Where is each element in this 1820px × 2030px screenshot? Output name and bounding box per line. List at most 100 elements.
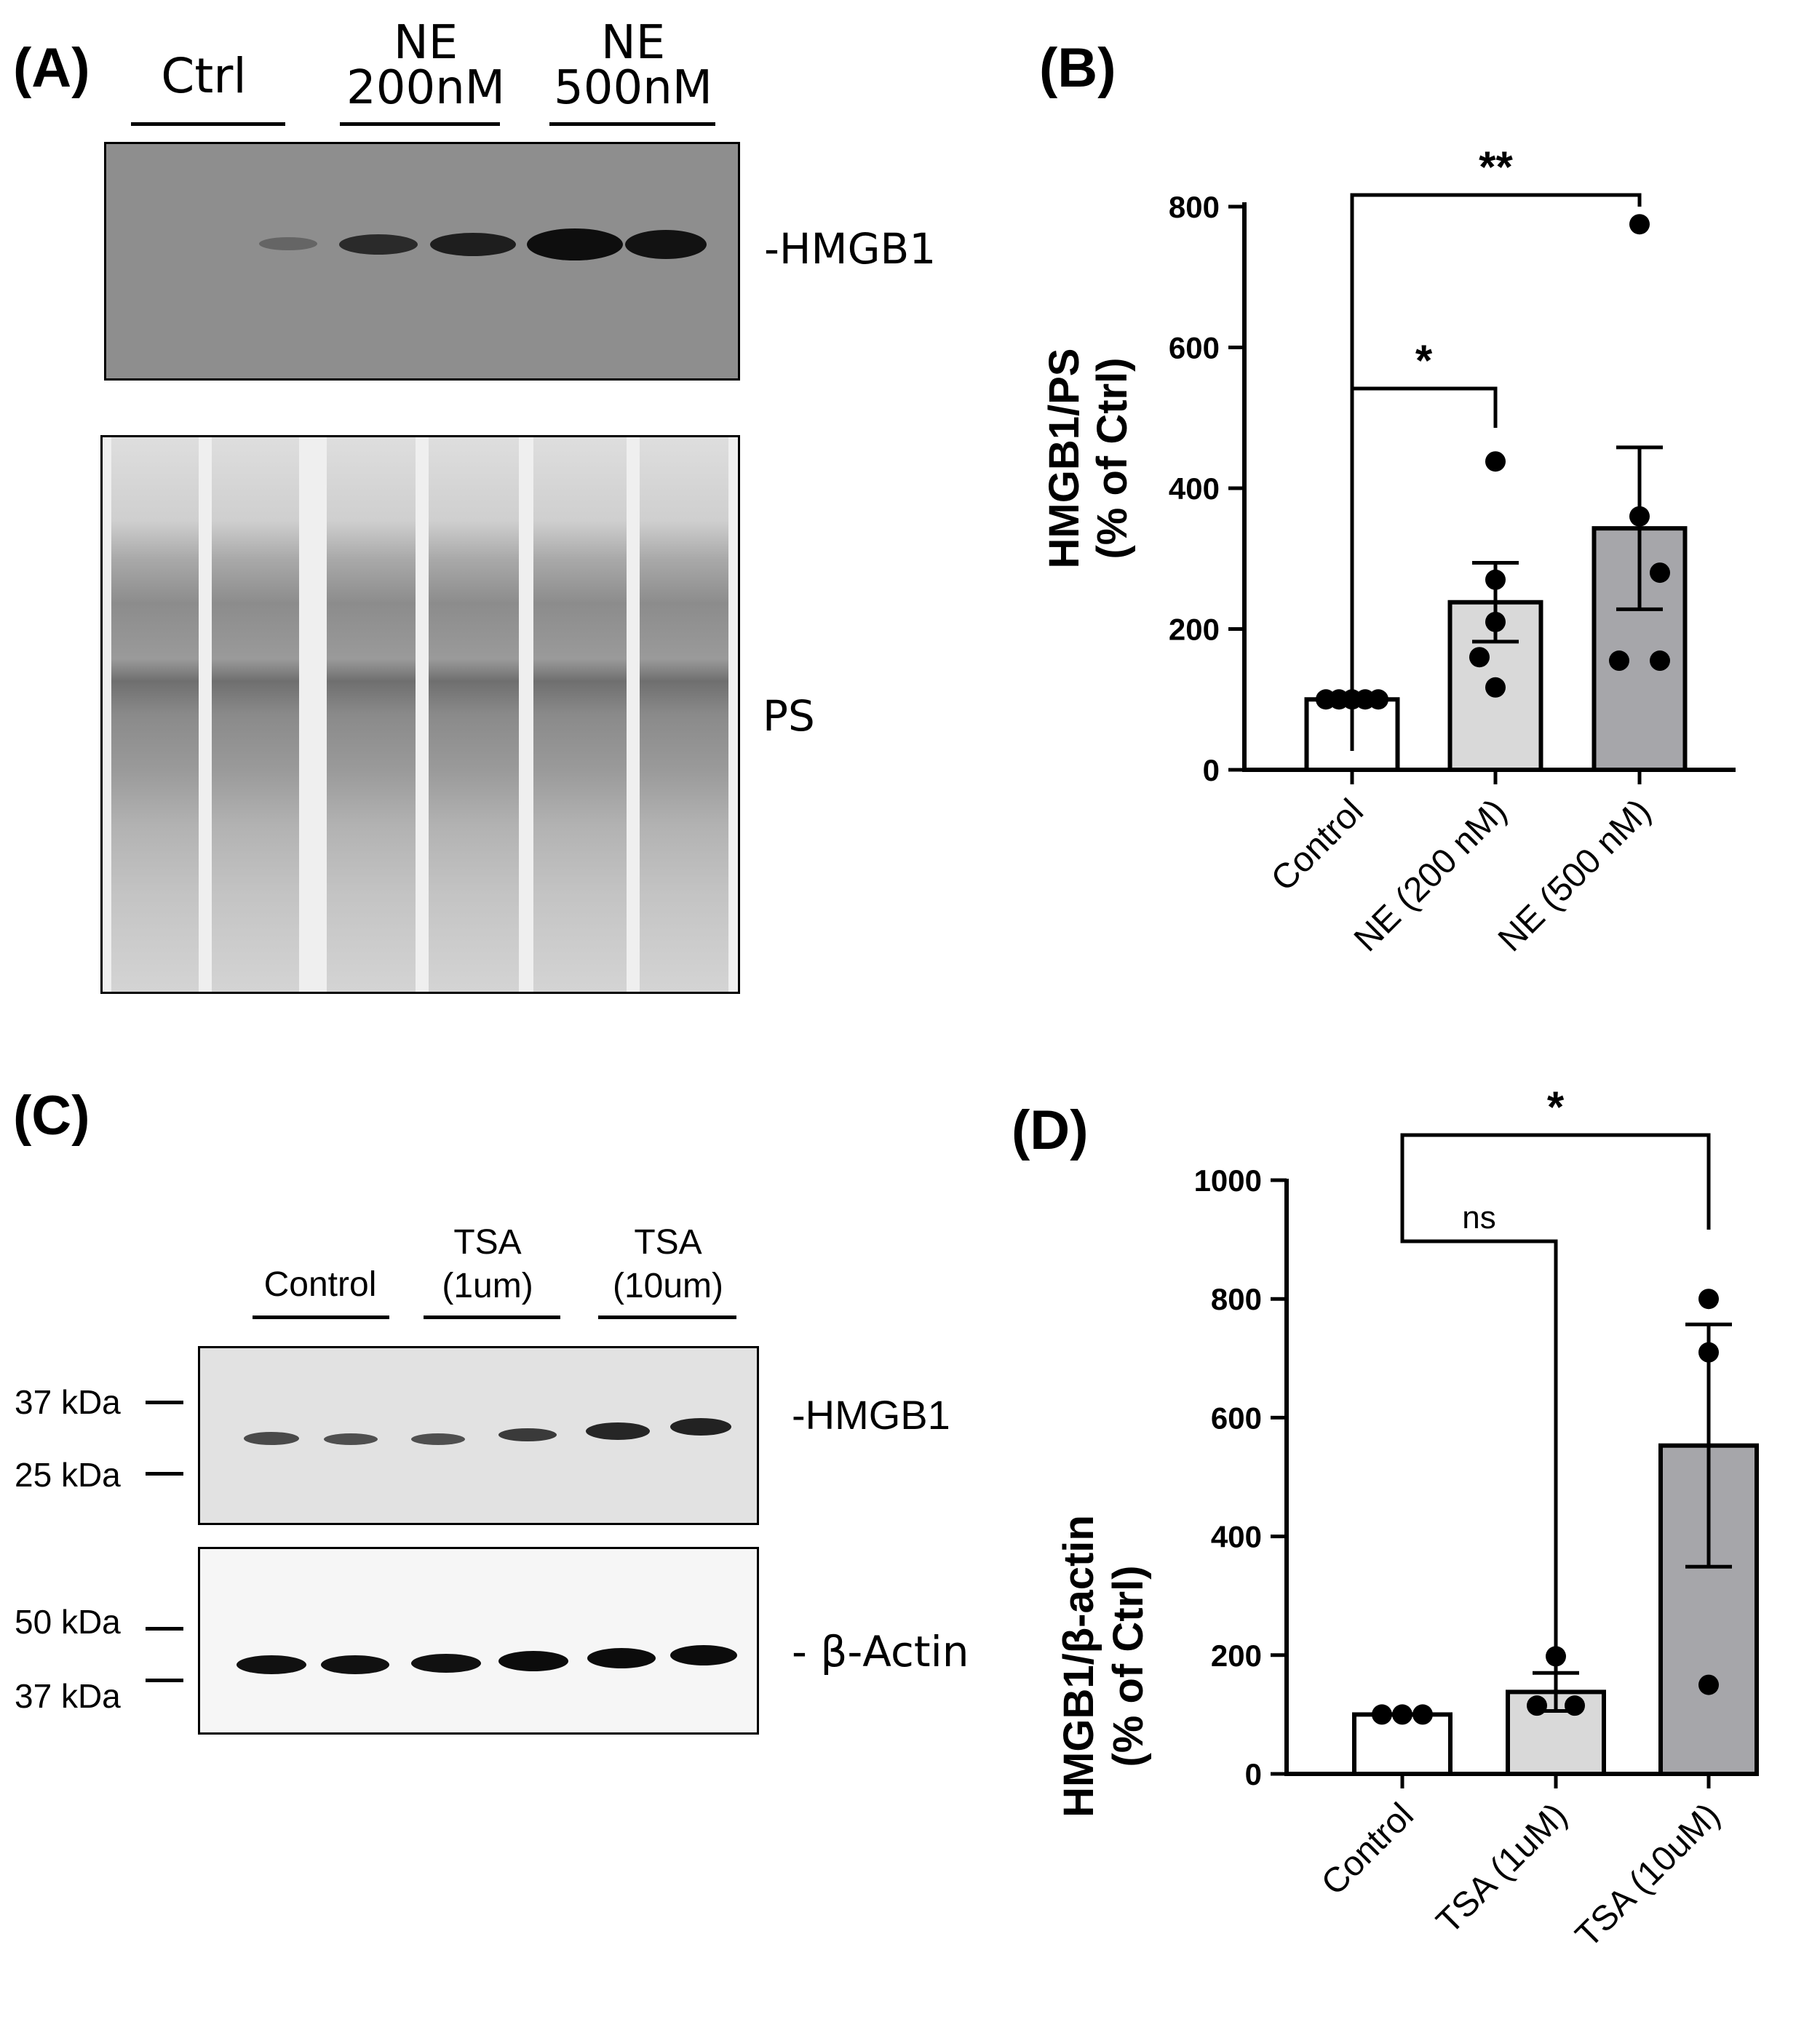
lane-group-ne200: NE 200nM bbox=[346, 16, 505, 115]
significance-label: ns bbox=[1462, 1200, 1495, 1235]
significance-bracket bbox=[1350, 193, 1642, 751]
y-tick-label: 1000 bbox=[1194, 1163, 1262, 1198]
lane-smear bbox=[429, 437, 519, 992]
x-category-label: Control bbox=[1264, 792, 1371, 899]
panel-d-label: (D) bbox=[1012, 1099, 1089, 1161]
data-point bbox=[1650, 562, 1670, 584]
data-point bbox=[1392, 1704, 1412, 1725]
y-tick-label: 600 bbox=[1211, 1401, 1262, 1435]
lane-smear bbox=[533, 437, 627, 992]
lane-line-ne500 bbox=[549, 122, 715, 126]
lane-line-ne200 bbox=[340, 122, 500, 126]
y-tick-label: 200 bbox=[1169, 613, 1220, 647]
lane-smear bbox=[640, 437, 728, 992]
panel-b-label: (B) bbox=[1039, 37, 1116, 99]
panel-a-label: (A) bbox=[13, 37, 90, 99]
x-category-label: NE (200 nM) bbox=[1347, 792, 1514, 959]
lane-line-tsa1 bbox=[424, 1315, 560, 1319]
marker-25kda: 25 kDa bbox=[15, 1456, 121, 1494]
data-point bbox=[1609, 650, 1629, 672]
data-point bbox=[1368, 689, 1388, 710]
band bbox=[586, 1422, 650, 1440]
chart-b-ylabel: HMGB1/PS (% of Ctrl) bbox=[1041, 349, 1136, 569]
chart-d-ylabel: HMGB1/β-actin (% of Ctrl) bbox=[1055, 1515, 1152, 1818]
band bbox=[670, 1645, 737, 1665]
band bbox=[237, 1655, 306, 1674]
y-tick-label: 200 bbox=[1211, 1639, 1262, 1673]
band bbox=[339, 234, 418, 255]
chart-b-ticks: 0 200 400 600 800 bbox=[1169, 190, 1244, 787]
y-tick-label: 400 bbox=[1169, 471, 1220, 506]
band bbox=[587, 1648, 656, 1668]
band bbox=[498, 1428, 557, 1441]
blot-hmgb1-a bbox=[104, 142, 740, 381]
lane-group-control-c: Control bbox=[263, 1265, 377, 1304]
lane-smear bbox=[111, 437, 199, 992]
data-point bbox=[1629, 214, 1650, 235]
marker-50kda: 50 kDa bbox=[15, 1603, 121, 1641]
chart-d-ylabel-line2: (% of Ctrl) bbox=[1105, 1565, 1152, 1767]
panel-c-label: (C) bbox=[13, 1085, 90, 1147]
lane-line-ctrl bbox=[131, 122, 285, 126]
band bbox=[430, 233, 516, 256]
band bbox=[411, 1433, 465, 1445]
marker-37kda-bottom: 37 kDa bbox=[15, 1677, 121, 1715]
data-point bbox=[1412, 1704, 1433, 1725]
lane-smear bbox=[212, 437, 299, 992]
blot-ponceau-a bbox=[100, 435, 740, 994]
blot-hmgb1-c bbox=[198, 1346, 759, 1525]
data-point bbox=[1698, 1289, 1719, 1310]
x-category-label: Control bbox=[1314, 1796, 1421, 1903]
marker-tick bbox=[146, 1472, 183, 1476]
band bbox=[244, 1432, 299, 1445]
band-label-ps: PS bbox=[763, 691, 815, 741]
chart-d-xlabels: Control TSA (1uM)TSA (10uM) bbox=[1314, 1774, 1728, 1955]
lane-smear bbox=[327, 437, 416, 992]
chart-b-ylabel-line1: HMGB1/PS bbox=[1041, 349, 1088, 569]
significance-bracket bbox=[1400, 1215, 1558, 1708]
significance-label: ** bbox=[1479, 143, 1513, 191]
x-category-label: TSA (1uM) bbox=[1429, 1796, 1575, 1941]
chart-b-significance: *** bbox=[1350, 143, 1642, 751]
marker-tick bbox=[146, 1679, 183, 1682]
x-category-label: TSA (10uM) bbox=[1568, 1796, 1728, 1955]
lane-line-control-c bbox=[253, 1315, 389, 1319]
significance-bracket bbox=[1400, 1133, 1711, 1230]
data-point bbox=[1372, 1704, 1392, 1725]
band bbox=[321, 1655, 389, 1674]
data-point bbox=[1469, 647, 1490, 668]
chart-b-errors bbox=[1472, 445, 1663, 644]
chart-d-ylabel-line1: HMGB1/β-actin bbox=[1055, 1515, 1102, 1818]
marker-tick bbox=[146, 1627, 183, 1631]
data-point bbox=[1650, 650, 1670, 672]
y-tick-label: 0 bbox=[1245, 1757, 1262, 1791]
y-tick-label: 800 bbox=[1169, 190, 1220, 224]
chart-d-significance: ns * bbox=[1400, 1083, 1711, 1708]
chart-d: HMGB1/β-actin (% of Ctrl) 0 200 400 600 800 1… bbox=[1055, 1083, 1759, 1955]
band bbox=[527, 228, 623, 260]
data-point bbox=[1485, 451, 1506, 472]
band bbox=[625, 230, 707, 259]
chart-d-ticks: 0 200 400 600 800 1000 bbox=[1194, 1163, 1287, 1791]
lane-line-tsa10 bbox=[598, 1315, 736, 1319]
data-point bbox=[1485, 677, 1506, 698]
significance-label: * bbox=[1415, 336, 1433, 385]
y-tick-label: 600 bbox=[1169, 331, 1220, 365]
y-tick-label: 400 bbox=[1211, 1520, 1262, 1554]
marker-tick bbox=[146, 1401, 183, 1404]
band-label-beta-actin: - β-Actin bbox=[792, 1627, 969, 1676]
lane-group-ne500: NE 500nM bbox=[554, 16, 712, 115]
band-label-hmgb1-c: -HMGB1 bbox=[792, 1392, 950, 1438]
band bbox=[324, 1433, 378, 1445]
band-label-hmgb1-a: -HMGB1 bbox=[764, 224, 937, 274]
lane-group-tsa1: TSA (1um) bbox=[442, 1223, 533, 1305]
band bbox=[498, 1651, 568, 1671]
x-category-label: NE (500 nM) bbox=[1491, 792, 1658, 959]
blot-beta-actin bbox=[198, 1547, 759, 1735]
band bbox=[670, 1418, 731, 1436]
band bbox=[259, 237, 317, 250]
lane-group-tsa10: TSA (10um) bbox=[612, 1223, 724, 1305]
y-tick-label: 800 bbox=[1211, 1282, 1262, 1316]
